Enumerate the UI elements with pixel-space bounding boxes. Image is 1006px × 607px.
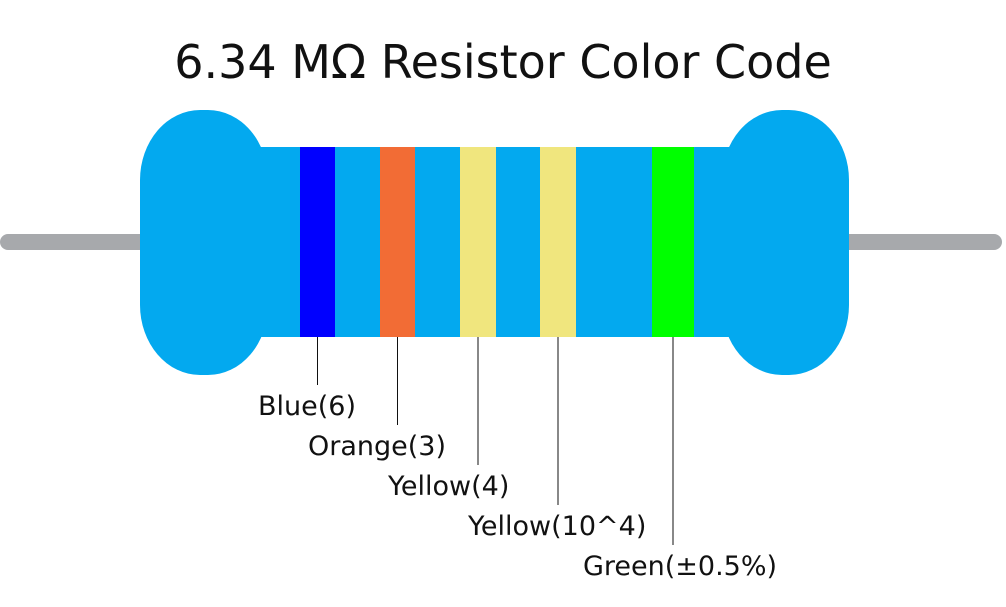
band-label: Green(±0.5%) (583, 551, 777, 582)
band-label: Orange(3) (308, 431, 446, 462)
right-cap (722, 110, 849, 375)
color-band (460, 147, 496, 337)
title: 6.34 MΩ Resistor Color Code (174, 35, 832, 89)
color-band (540, 147, 576, 337)
band-label: Yellow(4) (387, 471, 509, 502)
band-label: Yellow(10^4) (467, 511, 646, 542)
left-cap (140, 110, 268, 375)
color-band (300, 147, 335, 337)
color-band (652, 147, 694, 337)
band-label: Blue(6) (258, 391, 356, 422)
color-band (380, 147, 415, 337)
